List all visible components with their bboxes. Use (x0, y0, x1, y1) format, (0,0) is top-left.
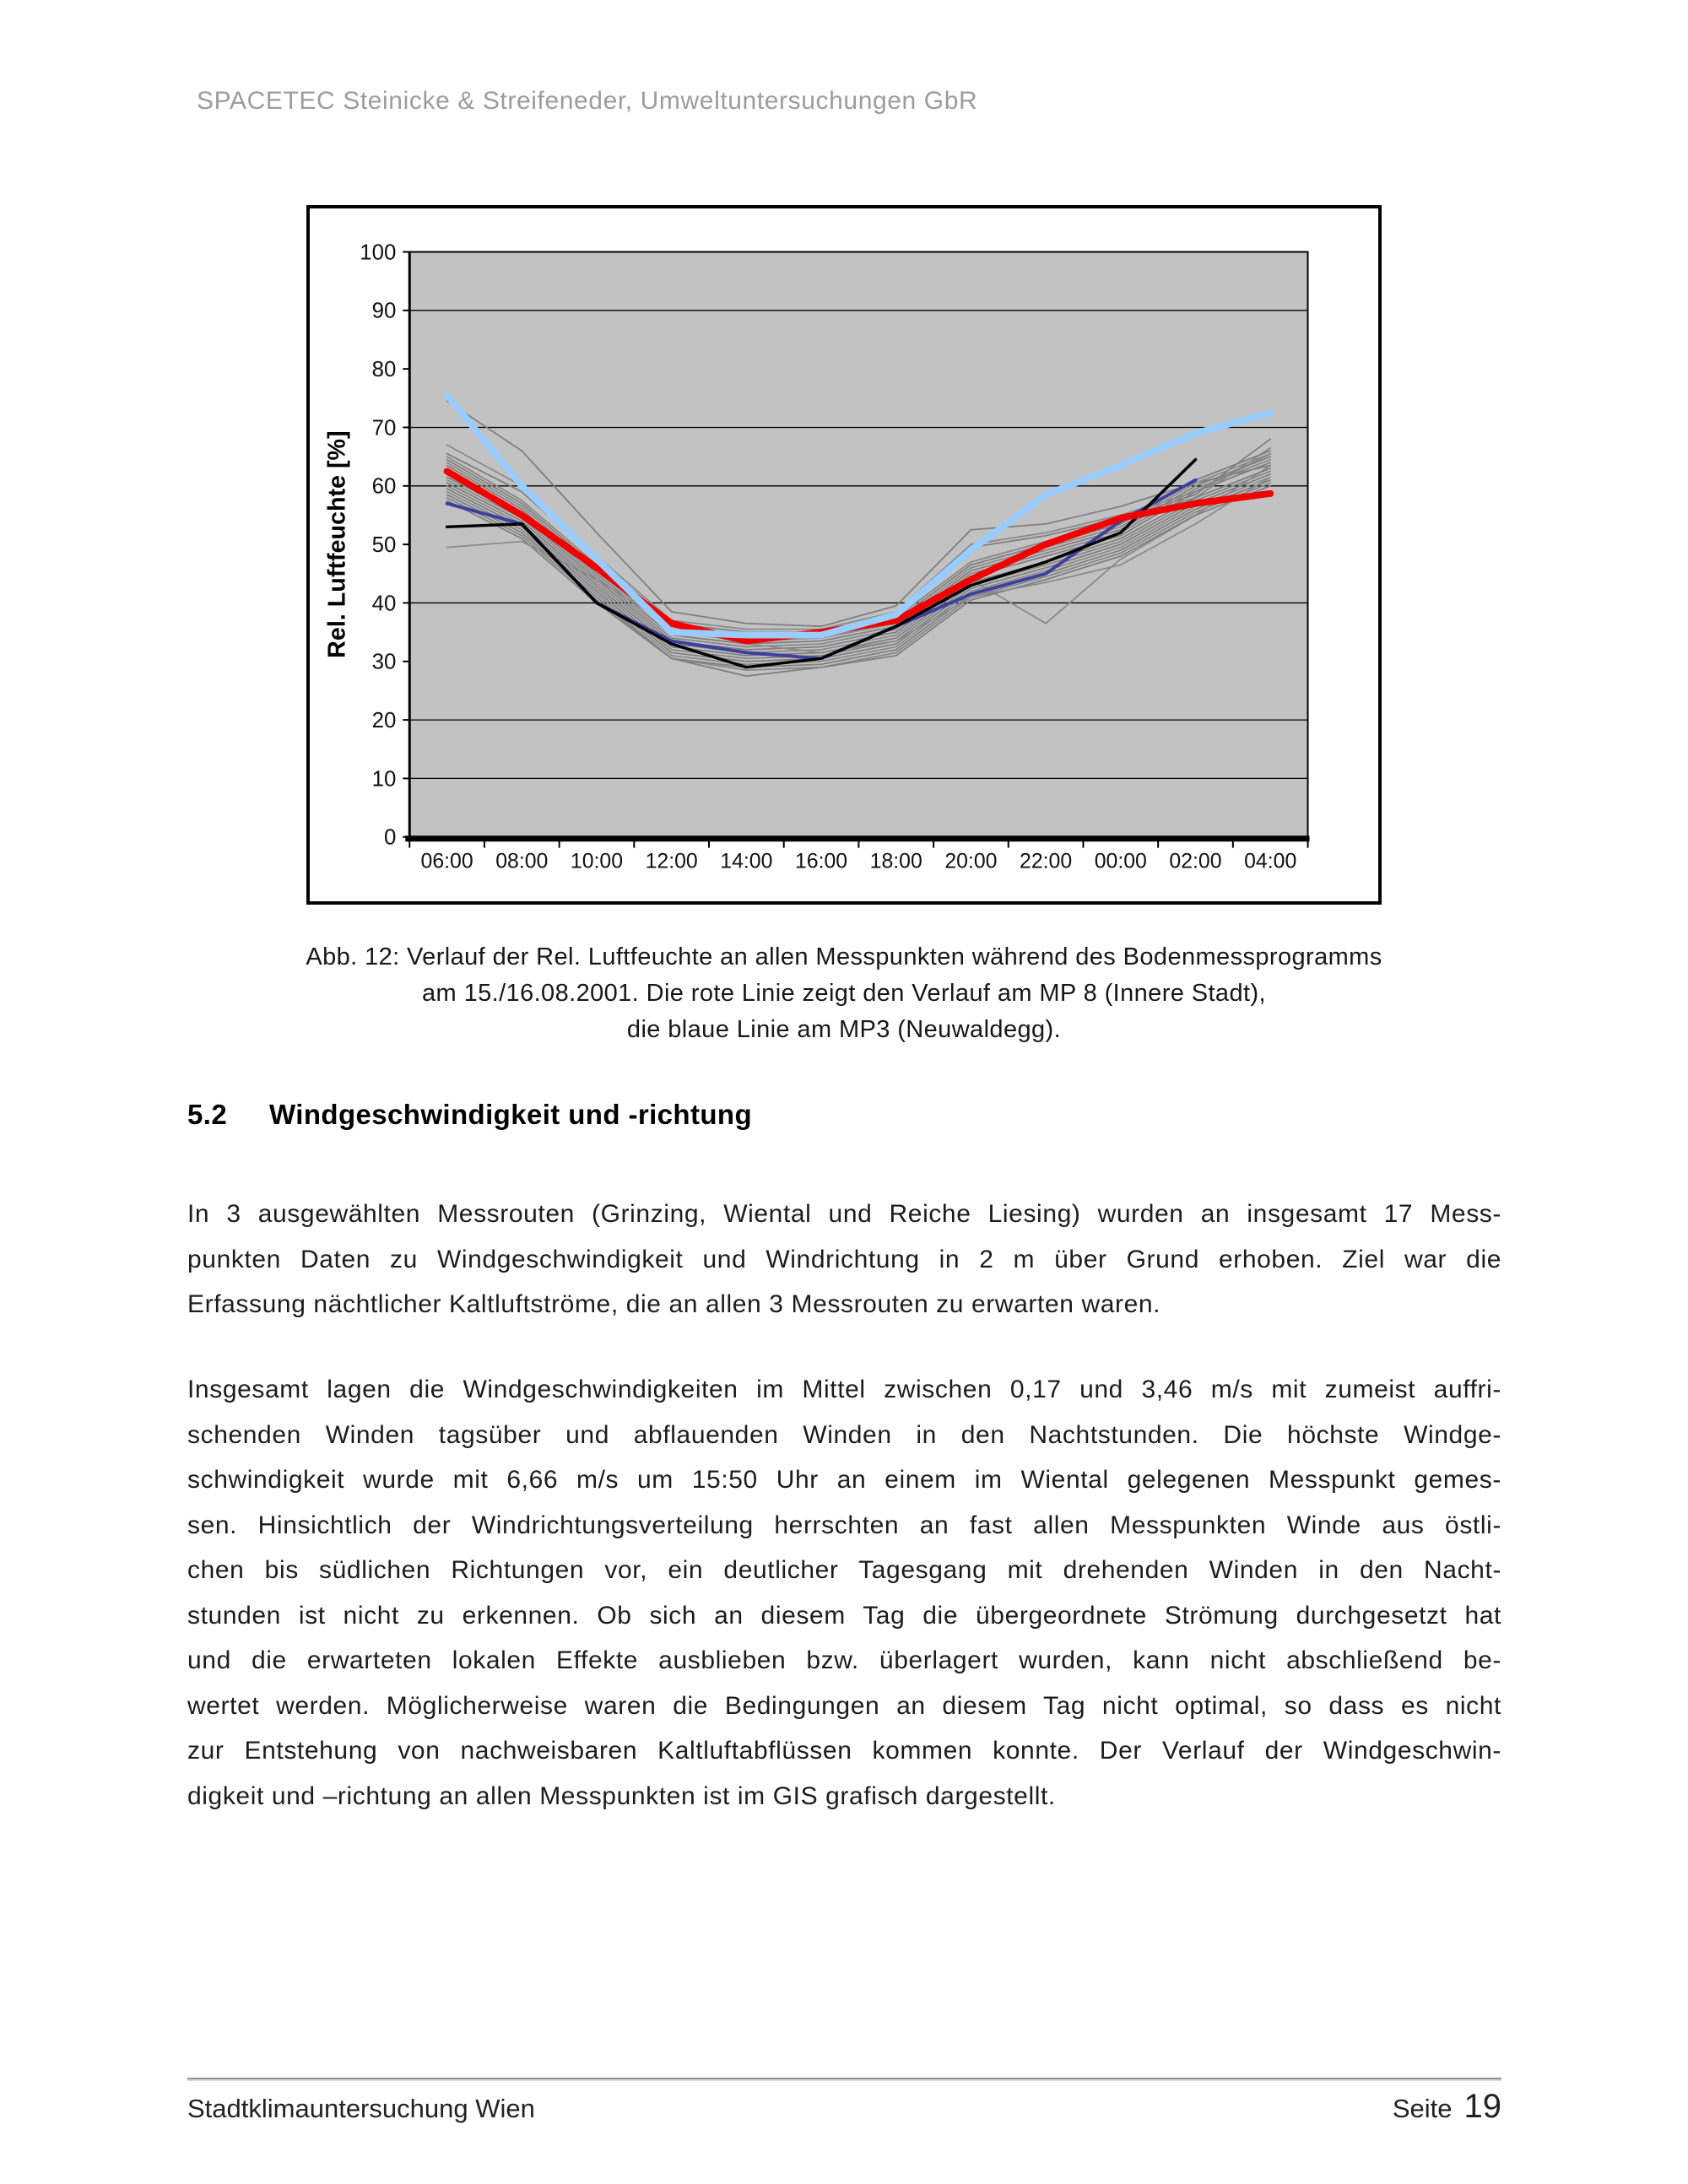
y-tick-label: 100 (360, 241, 396, 264)
paragraph-windspeed-results: Insgesamt lagen die Windgeschwindigkeite… (187, 1367, 1501, 1819)
series-line (446, 470, 1272, 660)
series-line (445, 457, 1198, 669)
footer-page: Seite 19 (1393, 2088, 1501, 2126)
text-line: stunden ist nicht zu erkennen. Ob sich a… (187, 1601, 1501, 1630)
x-tick-label: 20:00 (944, 850, 997, 873)
section-title: Windgeschwindigkeit und -richtung (269, 1099, 753, 1130)
y-tick-label: 30 (372, 651, 397, 674)
x-tick-label: 16:00 (795, 850, 847, 873)
series-line (446, 400, 1272, 628)
series-line (446, 462, 1272, 651)
text-line: die blaue Linie am MP3 (Neuwaldegg). (626, 1016, 1062, 1043)
y-tick-label: 90 (372, 300, 397, 323)
x-tick-label: 14:00 (720, 850, 772, 873)
section-number: 5.2 (187, 1099, 228, 1130)
x-tick-label: 08:00 (495, 850, 548, 873)
x-tick-label: 22:00 (1020, 850, 1072, 873)
y-tick-label: 50 (372, 533, 397, 557)
footer-left-text: Stadtklimauntersuchung Wien (187, 2094, 535, 2123)
text-line: Insgesamt lagen die Windgeschwindigkeite… (187, 1376, 1501, 1403)
y-tick-label: 40 (372, 592, 397, 615)
y-tick-label: 60 (372, 475, 397, 499)
text-line: punkten Daten zu Windgeschwindigkeit und… (187, 1245, 1501, 1273)
page-footer: Stadtklimauntersuchung Wien Seite 19 (187, 2088, 1501, 2126)
y-tick-label: 70 (372, 416, 397, 440)
y-axis-title: Rel. Luftfeuchte [%] (324, 430, 351, 657)
y-tick-label: 0 (384, 826, 396, 850)
text-line: am 15./16.08.2001. Die rote Linie zeigt … (422, 980, 1266, 1007)
x-tick-label: 12:00 (646, 850, 698, 873)
footer-page-label: Seite (1392, 2094, 1453, 2123)
series-line (446, 476, 1272, 654)
chart-svg: 0 10 20 30 40 50 60 70 80 90 100 06:00 08:00 10:00 12:… (324, 241, 1310, 873)
x-tick-label: 06:00 (421, 850, 473, 873)
text-line: sen. Hinsichtlich der Windrichtungsverte… (187, 1511, 1501, 1539)
text-line: wertet werden. Möglicherweise waren die … (187, 1691, 1501, 1720)
x-tick-label: 04:00 (1244, 850, 1296, 873)
series-line (443, 392, 1274, 639)
x-tick-label: 00:00 (1095, 850, 1147, 873)
x-tick-label: 02:00 (1169, 850, 1221, 873)
paragraph-measurement-routes: In 3 ausgewählten Messrouten (Grinzing, … (187, 1192, 1501, 1327)
text-line: schenden Winden tagsüber und abflauenden… (187, 1420, 1501, 1449)
page-header: SPACETEC Steinicke & Streifeneder, Umwel… (197, 87, 978, 115)
figure-caption: Abb. 12: Verlauf der Rel. Luftfeuchte an… (211, 939, 1477, 1048)
text-line: zur Entstehung von nachweisbaren Kaltluf… (187, 1737, 1501, 1765)
text-line: und die erwarteten lokalen Effekte ausbl… (187, 1646, 1501, 1674)
text-line: schwindigkeit wurde mit 6,66 m/s um 15:5… (187, 1466, 1501, 1494)
text-line: digkeit und –richtung an allen Messpunkt… (187, 1781, 1056, 1810)
footer-rule (187, 2078, 1501, 2079)
x-tick-label: 18:00 (870, 850, 922, 873)
text-line: In 3 ausgewählten Messrouten (Grinzing, … (187, 1200, 1501, 1228)
text-line: chen bis südlichen Richtungen vor, ein d… (187, 1556, 1501, 1584)
section-heading: 5.2 Windgeschwindigkeit und -richtung (187, 1099, 752, 1131)
series-line (446, 476, 1272, 666)
series-line (446, 484, 1272, 677)
plot-area (408, 251, 1309, 838)
series-line (446, 468, 1272, 657)
series-line (446, 478, 1272, 668)
text-line: Erfassung nächtlicher Kaltluftströme, di… (187, 1290, 1161, 1318)
y-tick-label: 10 (372, 767, 397, 791)
y-tick-label: 80 (372, 358, 397, 381)
footer-page-number: 19 (1463, 2088, 1502, 2125)
humidity-chart-figure: 0 10 20 30 40 50 60 70 80 90 100 06:00 08:00 10:00 12:… (306, 205, 1382, 905)
text-line: Abb. 12: Verlauf der Rel. Luftfeuchte an… (306, 943, 1382, 970)
y-tick-label: 20 (372, 709, 397, 733)
series-line (446, 473, 1272, 662)
series-line (446, 458, 1272, 648)
x-tick-label: 10:00 (571, 850, 623, 873)
